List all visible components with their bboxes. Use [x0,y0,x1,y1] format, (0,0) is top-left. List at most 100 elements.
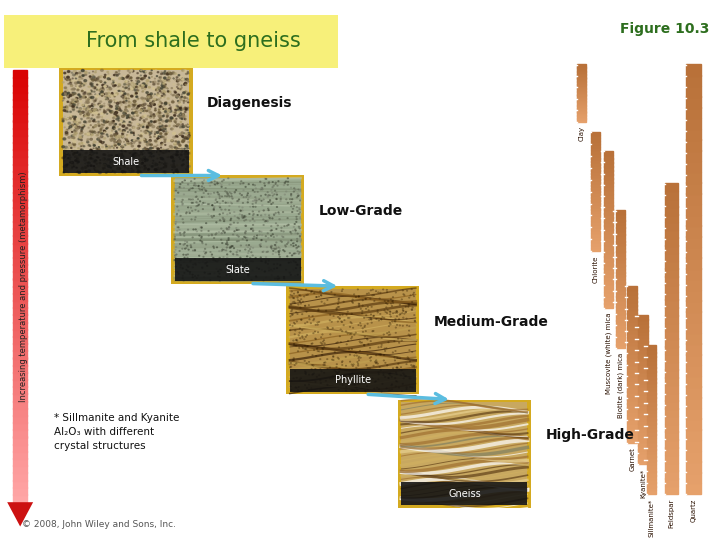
Circle shape [245,268,246,269]
Circle shape [81,139,82,141]
Bar [13,401,27,409]
Circle shape [327,327,328,328]
Bar [647,371,657,375]
Circle shape [67,76,69,78]
Circle shape [276,248,277,249]
Circle shape [181,115,184,117]
Circle shape [183,166,186,168]
Circle shape [151,166,153,167]
Circle shape [173,136,176,138]
Circle shape [122,115,125,117]
Circle shape [90,77,93,79]
Circle shape [123,100,125,103]
Circle shape [151,103,153,104]
Circle shape [318,309,319,310]
Bar [13,221,27,230]
Circle shape [168,81,170,82]
Circle shape [294,365,295,366]
Circle shape [284,182,285,183]
Bar [577,108,587,110]
Bar [639,397,648,401]
Circle shape [307,294,308,295]
Circle shape [96,168,99,170]
Circle shape [237,201,238,202]
Circle shape [110,132,112,133]
Circle shape [391,299,392,300]
Circle shape [187,167,189,168]
Circle shape [161,95,163,96]
Bar [590,203,600,206]
Circle shape [96,163,97,164]
Bar [590,209,600,212]
Circle shape [89,111,91,113]
Circle shape [104,111,107,113]
Circle shape [72,88,75,90]
Bar [603,256,613,261]
Circle shape [143,171,145,172]
Circle shape [64,170,67,172]
Circle shape [277,225,278,226]
Circle shape [158,172,159,173]
Circle shape [92,132,94,133]
Circle shape [165,165,166,166]
Circle shape [183,233,184,234]
Circle shape [230,247,231,248]
Bar [647,397,657,401]
Circle shape [178,210,179,211]
Bar [616,341,625,345]
Circle shape [185,84,186,85]
Bar [13,235,27,244]
Circle shape [378,292,379,293]
Circle shape [157,148,160,150]
Circle shape [229,184,230,185]
Circle shape [117,165,119,166]
Circle shape [261,269,262,270]
Circle shape [148,152,150,154]
Circle shape [163,116,164,117]
Circle shape [166,117,168,118]
Circle shape [305,372,306,373]
Circle shape [64,87,67,89]
Circle shape [63,156,66,158]
Circle shape [78,169,81,171]
Circle shape [176,105,178,107]
Bar [639,371,648,375]
Bar [639,401,648,405]
Circle shape [138,145,140,147]
Circle shape [297,274,298,275]
Circle shape [161,127,163,129]
Circle shape [162,159,164,160]
Circle shape [230,251,231,252]
Circle shape [164,140,166,141]
Circle shape [137,108,138,109]
Circle shape [129,88,130,89]
Circle shape [138,160,140,162]
Bar [577,117,587,119]
Circle shape [336,309,337,310]
Circle shape [202,182,203,183]
Circle shape [161,73,163,75]
Text: Figure 10.3: Figure 10.3 [620,22,709,36]
Circle shape [227,257,228,258]
FancyBboxPatch shape [4,15,338,68]
Circle shape [135,92,137,94]
Circle shape [65,93,68,96]
Circle shape [245,225,246,226]
Circle shape [69,118,71,119]
Circle shape [138,124,139,125]
Bar [665,276,678,285]
Circle shape [105,171,107,173]
Bar [686,247,701,258]
Circle shape [109,106,112,107]
Circle shape [94,87,96,89]
Circle shape [73,164,76,165]
Bar [13,171,27,179]
Circle shape [69,126,72,128]
Bar [639,367,648,372]
Circle shape [94,119,95,120]
Bar [577,89,587,90]
Circle shape [102,158,104,159]
Circle shape [376,360,377,361]
Circle shape [118,109,120,110]
Circle shape [76,158,78,159]
